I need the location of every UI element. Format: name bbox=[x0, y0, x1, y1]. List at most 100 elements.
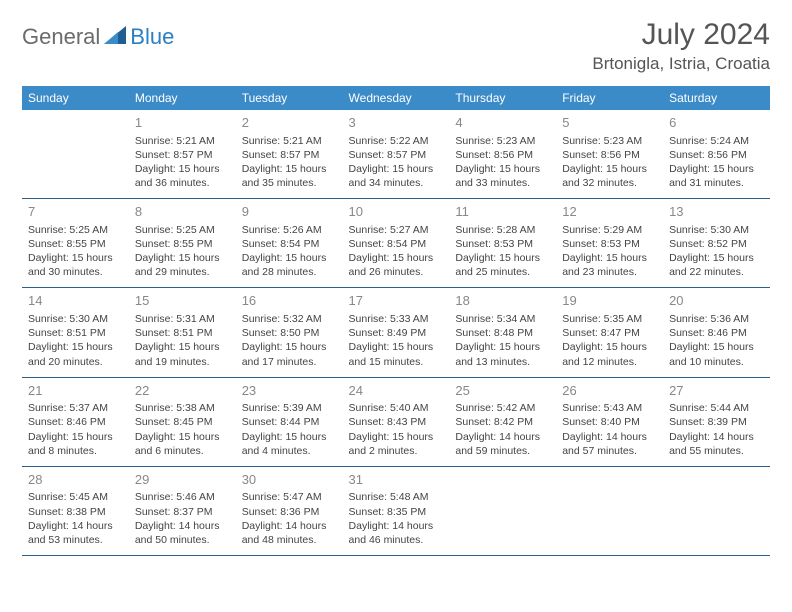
day-number: 13 bbox=[669, 203, 764, 221]
day-number: 20 bbox=[669, 292, 764, 310]
calendar-empty-cell bbox=[449, 466, 556, 555]
weekday-header: Monday bbox=[129, 86, 236, 110]
day-detail-line: Sunset: 8:55 PM bbox=[135, 237, 230, 251]
day-number: 23 bbox=[242, 382, 337, 400]
day-detail-line: Sunset: 8:42 PM bbox=[455, 415, 550, 429]
day-detail-line: Daylight: 14 hours bbox=[562, 430, 657, 444]
calendar-day-cell: 24Sunrise: 5:40 AMSunset: 8:43 PMDayligh… bbox=[343, 377, 450, 466]
calendar-day-cell: 22Sunrise: 5:38 AMSunset: 8:45 PMDayligh… bbox=[129, 377, 236, 466]
day-detail-line: Sunset: 8:51 PM bbox=[28, 326, 123, 340]
day-detail-line: Sunset: 8:37 PM bbox=[135, 505, 230, 519]
day-detail-line: Sunset: 8:49 PM bbox=[349, 326, 444, 340]
calendar-empty-cell bbox=[22, 110, 129, 199]
day-detail-line: Daylight: 15 hours bbox=[349, 340, 444, 354]
day-detail-line: and 6 minutes. bbox=[135, 444, 230, 458]
calendar-day-cell: 7Sunrise: 5:25 AMSunset: 8:55 PMDaylight… bbox=[22, 199, 129, 288]
calendar-day-cell: 30Sunrise: 5:47 AMSunset: 8:36 PMDayligh… bbox=[236, 466, 343, 555]
brand-logo: General Blue bbox=[22, 24, 174, 50]
day-detail-line: Sunset: 8:56 PM bbox=[669, 148, 764, 162]
day-number: 8 bbox=[135, 203, 230, 221]
day-number: 5 bbox=[562, 114, 657, 132]
day-detail-line: and 2 minutes. bbox=[349, 444, 444, 458]
day-number: 24 bbox=[349, 382, 444, 400]
day-detail-line: Sunrise: 5:38 AM bbox=[135, 401, 230, 415]
day-detail-line: Sunrise: 5:33 AM bbox=[349, 312, 444, 326]
day-number: 17 bbox=[349, 292, 444, 310]
day-detail-line: Sunset: 8:57 PM bbox=[135, 148, 230, 162]
day-detail-line: and 57 minutes. bbox=[562, 444, 657, 458]
day-number: 2 bbox=[242, 114, 337, 132]
day-number: 29 bbox=[135, 471, 230, 489]
calendar-day-cell: 28Sunrise: 5:45 AMSunset: 8:38 PMDayligh… bbox=[22, 466, 129, 555]
day-detail-line: Daylight: 15 hours bbox=[28, 251, 123, 265]
day-detail-line: Sunset: 8:50 PM bbox=[242, 326, 337, 340]
day-detail-line: and 25 minutes. bbox=[455, 265, 550, 279]
day-detail-line: Sunset: 8:51 PM bbox=[135, 326, 230, 340]
day-detail-line: Sunrise: 5:30 AM bbox=[669, 223, 764, 237]
day-detail-line: Daylight: 15 hours bbox=[242, 251, 337, 265]
calendar-day-cell: 16Sunrise: 5:32 AMSunset: 8:50 PMDayligh… bbox=[236, 288, 343, 377]
day-detail-line: Daylight: 14 hours bbox=[349, 519, 444, 533]
day-detail-line: Sunrise: 5:28 AM bbox=[455, 223, 550, 237]
month-title: July 2024 bbox=[592, 18, 770, 52]
day-detail-line: Sunset: 8:35 PM bbox=[349, 505, 444, 519]
day-detail-line: and 12 minutes. bbox=[562, 355, 657, 369]
day-detail-line: Daylight: 14 hours bbox=[455, 430, 550, 444]
day-detail-line: Sunrise: 5:39 AM bbox=[242, 401, 337, 415]
day-number: 22 bbox=[135, 382, 230, 400]
day-detail-line: Daylight: 15 hours bbox=[242, 430, 337, 444]
day-detail-line: and 23 minutes. bbox=[562, 265, 657, 279]
calendar-week-row: 1Sunrise: 5:21 AMSunset: 8:57 PMDaylight… bbox=[22, 110, 770, 199]
day-detail-line: and 22 minutes. bbox=[669, 265, 764, 279]
calendar-table: SundayMondayTuesdayWednesdayThursdayFrid… bbox=[22, 86, 770, 556]
calendar-week-row: 14Sunrise: 5:30 AMSunset: 8:51 PMDayligh… bbox=[22, 288, 770, 377]
calendar-day-cell: 18Sunrise: 5:34 AMSunset: 8:48 PMDayligh… bbox=[449, 288, 556, 377]
calendar-day-cell: 9Sunrise: 5:26 AMSunset: 8:54 PMDaylight… bbox=[236, 199, 343, 288]
day-detail-line: Daylight: 15 hours bbox=[349, 162, 444, 176]
weekday-header: Friday bbox=[556, 86, 663, 110]
day-detail-line: and 26 minutes. bbox=[349, 265, 444, 279]
day-detail-line: and 31 minutes. bbox=[669, 176, 764, 190]
day-detail-line: Sunset: 8:57 PM bbox=[242, 148, 337, 162]
calendar-day-cell: 27Sunrise: 5:44 AMSunset: 8:39 PMDayligh… bbox=[663, 377, 770, 466]
day-detail-line: Sunset: 8:45 PM bbox=[135, 415, 230, 429]
day-detail-line: and 48 minutes. bbox=[242, 533, 337, 547]
calendar-day-cell: 11Sunrise: 5:28 AMSunset: 8:53 PMDayligh… bbox=[449, 199, 556, 288]
day-detail-line: and 32 minutes. bbox=[562, 176, 657, 190]
day-detail-line: Sunset: 8:46 PM bbox=[28, 415, 123, 429]
day-number: 21 bbox=[28, 382, 123, 400]
day-detail-line: Daylight: 15 hours bbox=[242, 340, 337, 354]
day-number: 25 bbox=[455, 382, 550, 400]
calendar-day-cell: 13 Sunrise: 5:30 AMSunset: 8:52 PMDayligh… bbox=[663, 199, 770, 288]
day-number: 3 bbox=[349, 114, 444, 132]
day-number: 28 bbox=[28, 471, 123, 489]
day-detail-line: and 34 minutes. bbox=[349, 176, 444, 190]
day-detail-line: and 8 minutes. bbox=[28, 444, 123, 458]
calendar-day-cell: 8Sunrise: 5:25 AMSunset: 8:55 PMDaylight… bbox=[129, 199, 236, 288]
day-detail-line: Sunset: 8:53 PM bbox=[455, 237, 550, 251]
day-detail-line: Sunrise: 5:27 AM bbox=[349, 223, 444, 237]
day-detail-line: and 59 minutes. bbox=[455, 444, 550, 458]
day-detail-line: Sunset: 8:40 PM bbox=[562, 415, 657, 429]
day-number: 12 bbox=[562, 203, 657, 221]
weekday-header: Wednesday bbox=[343, 86, 450, 110]
day-detail-line: and 4 minutes. bbox=[242, 444, 337, 458]
day-detail-line: Daylight: 15 hours bbox=[669, 162, 764, 176]
day-detail-line: Sunset: 8:57 PM bbox=[349, 148, 444, 162]
day-detail-line: Sunrise: 5:23 AM bbox=[455, 134, 550, 148]
day-number: 9 bbox=[242, 203, 337, 221]
day-detail-line: Sunrise: 5:21 AM bbox=[242, 134, 337, 148]
calendar-day-cell: 14Sunrise: 5:30 AMSunset: 8:51 PMDayligh… bbox=[22, 288, 129, 377]
day-number: 4 bbox=[455, 114, 550, 132]
day-detail-line: Sunrise: 5:30 AM bbox=[28, 312, 123, 326]
day-detail-line: Daylight: 15 hours bbox=[135, 162, 230, 176]
calendar-day-cell: 20Sunrise: 5:36 AMSunset: 8:46 PMDayligh… bbox=[663, 288, 770, 377]
day-number: 6 bbox=[669, 114, 764, 132]
day-number: 14 bbox=[28, 292, 123, 310]
day-detail-line: Sunset: 8:52 PM bbox=[669, 237, 764, 251]
day-number: 30 bbox=[242, 471, 337, 489]
day-detail-line: Daylight: 15 hours bbox=[669, 251, 764, 265]
day-detail-line: Daylight: 15 hours bbox=[669, 340, 764, 354]
day-detail-line: Sunset: 8:54 PM bbox=[242, 237, 337, 251]
day-number: 15 bbox=[135, 292, 230, 310]
